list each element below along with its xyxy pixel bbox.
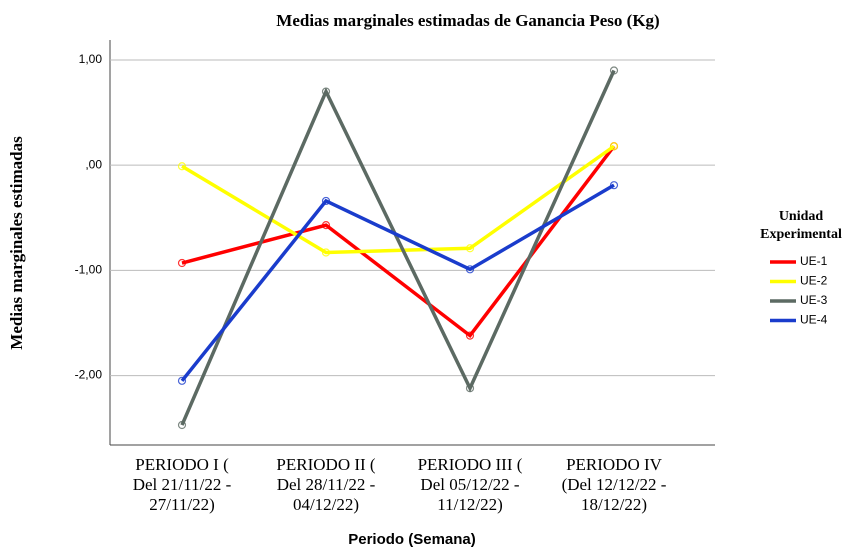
series-line xyxy=(181,145,616,339)
series-line xyxy=(180,183,615,382)
point xyxy=(321,196,331,206)
x-axis-label: Periodo (Semana) xyxy=(348,531,476,548)
series-line xyxy=(180,69,616,426)
point xyxy=(177,258,187,268)
legend-label: UE-1 xyxy=(800,254,828,268)
y-tick-label: -1,00 xyxy=(75,263,103,277)
point xyxy=(321,248,331,257)
y-tick-label: 1,00 xyxy=(79,52,103,66)
point xyxy=(465,265,475,274)
chart-title: Medias marginales estimadas de Ganancia … xyxy=(276,11,659,30)
y-tick-label: -2,00 xyxy=(75,368,103,382)
point xyxy=(465,384,475,393)
legend-label: UE-3 xyxy=(800,293,828,307)
point xyxy=(177,162,187,171)
legend-label: UE-2 xyxy=(800,274,828,288)
point xyxy=(465,331,475,340)
point xyxy=(177,376,187,385)
y-tick-label: ,00 xyxy=(85,157,102,171)
series-line xyxy=(181,144,616,255)
x-tick-label: PERIODO III ( Del 05/12/22 - 11/12/22) xyxy=(417,455,523,514)
point xyxy=(609,142,619,151)
legend-label: UE-4 xyxy=(800,313,828,327)
point xyxy=(609,181,619,190)
x-tick-label: PERIODO IV (Del 12/12/22 - 18/12/22) xyxy=(561,455,667,514)
y-axis-label: Medias marginales estimadas xyxy=(7,136,26,350)
point xyxy=(609,66,619,75)
point xyxy=(465,244,475,253)
point xyxy=(321,221,331,230)
legend-title: Unidad Experimental xyxy=(760,209,842,242)
point xyxy=(321,87,331,96)
point xyxy=(177,420,187,430)
x-tick-label: PERIODO I ( Del 21/11/22 - 27/11/22) xyxy=(132,455,232,514)
x-tick-label: PERIODO II ( Del 28/11/22 - 04/12/22) xyxy=(276,455,376,514)
